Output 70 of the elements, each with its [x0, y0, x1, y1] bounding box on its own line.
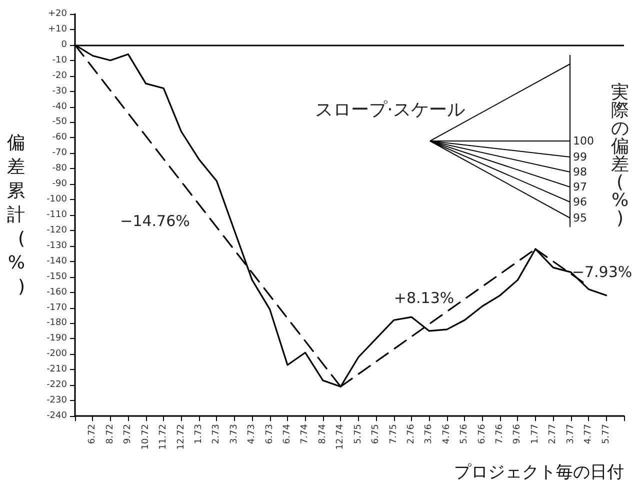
x-tick-label: 2.77	[548, 424, 558, 444]
y-tick-label: -100	[46, 194, 68, 205]
x-tick-label: 1.77	[530, 424, 540, 444]
y-tick-label: 0	[61, 40, 68, 50]
x-tick-label: 3.77	[566, 424, 576, 444]
y-tick-label: -50	[52, 117, 68, 128]
x-tick-label: 4.76	[442, 424, 452, 444]
x-tick-label: 7.74	[300, 424, 310, 444]
x-tick-label: 6.76	[477, 424, 488, 444]
x-tick-label: 5.77	[601, 424, 612, 444]
annotation: 97	[573, 180, 587, 194]
y-tick-label: -200	[46, 349, 68, 360]
x-tick-label: 6.72	[88, 424, 98, 444]
y-tick-label: -220	[46, 380, 68, 390]
annotation: 96	[573, 196, 587, 208]
x-tick-label: 12.74	[336, 424, 346, 450]
y-tick-label: -190	[46, 334, 68, 344]
y-axis-title: 偏差累計(%)	[7, 132, 25, 298]
y-tick-label: +10	[48, 24, 68, 34]
y-tick-label: -70	[52, 148, 68, 158]
y-tick-label: -140	[46, 256, 68, 266]
y-tick-label: -170	[46, 302, 68, 313]
x-tick-label: 10.72	[140, 424, 151, 450]
y-tick-label: -90	[52, 179, 68, 190]
y-tick-label: -40	[52, 102, 68, 112]
x-tick-label: 6.74	[282, 424, 293, 444]
y-tick-label: -150	[46, 272, 68, 282]
y-tick-label: -210	[46, 364, 68, 375]
x-tick-label: 1.73	[194, 424, 204, 444]
x-tick-label: 4.73	[247, 424, 258, 444]
y-tick-label: -30	[52, 86, 68, 96]
y-tick-label: -160	[46, 287, 68, 298]
x-tick-label: 2.76	[406, 424, 416, 444]
x-tick-label: 7.76	[495, 424, 506, 444]
x-tick-label: 8.74	[318, 424, 328, 444]
x-tick-label: 5.76	[460, 424, 470, 444]
y-tick-label: -130	[46, 240, 68, 251]
y-tick-label: -110	[46, 210, 68, 220]
x-tick-label: 6.75	[371, 424, 382, 444]
y-tick-label: -60	[52, 132, 68, 143]
annotation: 99	[573, 150, 587, 164]
x-tick-label: 3.73	[229, 424, 240, 444]
y-tick-label: -80	[52, 164, 68, 174]
annotation: −14.76%	[120, 212, 190, 230]
annotation: 98	[573, 166, 587, 178]
x-tick-label: 6.73	[264, 424, 275, 444]
y-tick-label: -230	[46, 396, 68, 406]
annotation: −7.93%	[572, 263, 632, 281]
y-tick-label: +20	[48, 9, 68, 19]
x-tick-label: 12.72	[176, 424, 186, 450]
annotation: 実際の偏差(%)	[610, 82, 630, 229]
y-tick-label: -240	[46, 411, 68, 421]
y-tick-label: -20	[52, 70, 68, 81]
x-tick-label: 11.72	[158, 424, 169, 450]
annotation: 95	[573, 212, 587, 224]
x-axis-title: プロジェクト毎の日付	[454, 462, 624, 481]
y-tick-label: -180	[46, 318, 68, 328]
x-tick-label: 9.72	[123, 424, 134, 444]
x-tick-label: 4.77	[584, 424, 594, 444]
annotation: +8.13%	[394, 289, 454, 307]
x-tick-label: 2.73	[212, 424, 222, 444]
annotation: 100	[573, 134, 594, 148]
y-tick-label: -10	[52, 55, 68, 66]
x-tick-label: 9.76	[512, 424, 523, 444]
y-tick-label: -120	[46, 225, 68, 236]
x-tick-label: 5.75	[353, 424, 364, 444]
x-tick-label: 7.75	[388, 424, 399, 444]
x-tick-label: 3.76	[424, 424, 434, 444]
x-tick-label: 8.72	[105, 424, 116, 444]
annotation: スロープ·スケール	[315, 100, 465, 120]
